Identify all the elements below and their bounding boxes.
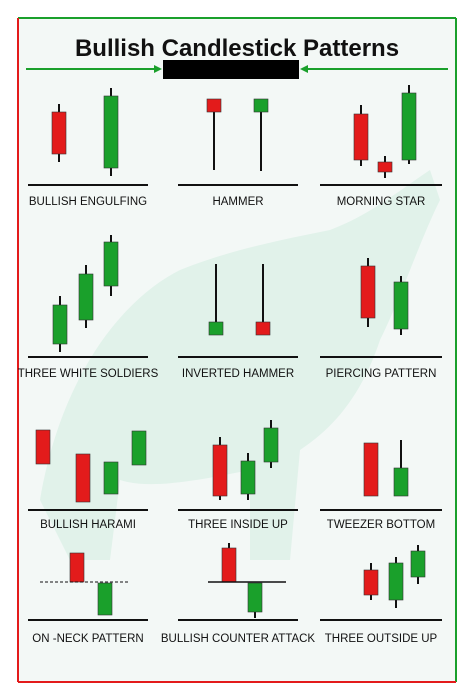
candle (363, 442, 379, 497)
candle (255, 321, 271, 336)
candle (360, 265, 376, 319)
pattern-label: THREE INSIDE UP (188, 519, 288, 531)
candle (69, 552, 85, 583)
candle (221, 547, 237, 583)
pattern-label: TWEEZER BOTTOM (327, 519, 435, 531)
candle (103, 95, 119, 169)
pattern-label: BULLISH COUNTER ATTACK (161, 633, 316, 645)
candle (51, 111, 67, 155)
pattern-label: INVERTED HAMMER (182, 368, 294, 380)
pattern-label: HAMMER (212, 196, 263, 208)
candle (410, 550, 426, 578)
pattern-label: BULLISH HARAMI (40, 519, 136, 531)
candle (52, 304, 68, 345)
candle (212, 444, 228, 497)
candle (353, 113, 369, 161)
candle (363, 569, 379, 596)
candle (393, 467, 409, 497)
pattern-label: PIERCING PATTERN (326, 368, 437, 380)
candle (377, 161, 393, 173)
redacted-bar (163, 60, 299, 79)
arrow-head (300, 65, 308, 73)
candle (75, 453, 91, 503)
candles (35, 85, 426, 618)
candle (97, 582, 113, 616)
candle (393, 281, 409, 330)
candle (206, 98, 222, 113)
title: Bullish Candlestick Patterns (75, 35, 399, 62)
candle (78, 273, 94, 321)
candle (103, 461, 119, 495)
candle (247, 582, 263, 613)
candle (240, 460, 256, 495)
pattern-label: THREE WHITE SOLDIERS (18, 368, 159, 380)
labels: BULLISH ENGULFING HAMMER MORNING STAR THREE… (18, 184, 442, 645)
pattern-label: THREE OUTSIDE UP (325, 633, 438, 645)
candle (103, 241, 119, 287)
pattern-label: BULLISH ENGULFING (29, 196, 147, 208)
pattern-label: MORNING STAR (337, 196, 426, 208)
candle (401, 92, 417, 161)
candle (131, 430, 147, 466)
candle (253, 98, 269, 113)
candle (208, 321, 224, 336)
candle (388, 562, 404, 601)
arrow-head (154, 65, 162, 73)
pattern-label: ON -NECK PATTERN (32, 633, 143, 645)
candle (263, 427, 279, 463)
candle (35, 429, 51, 465)
